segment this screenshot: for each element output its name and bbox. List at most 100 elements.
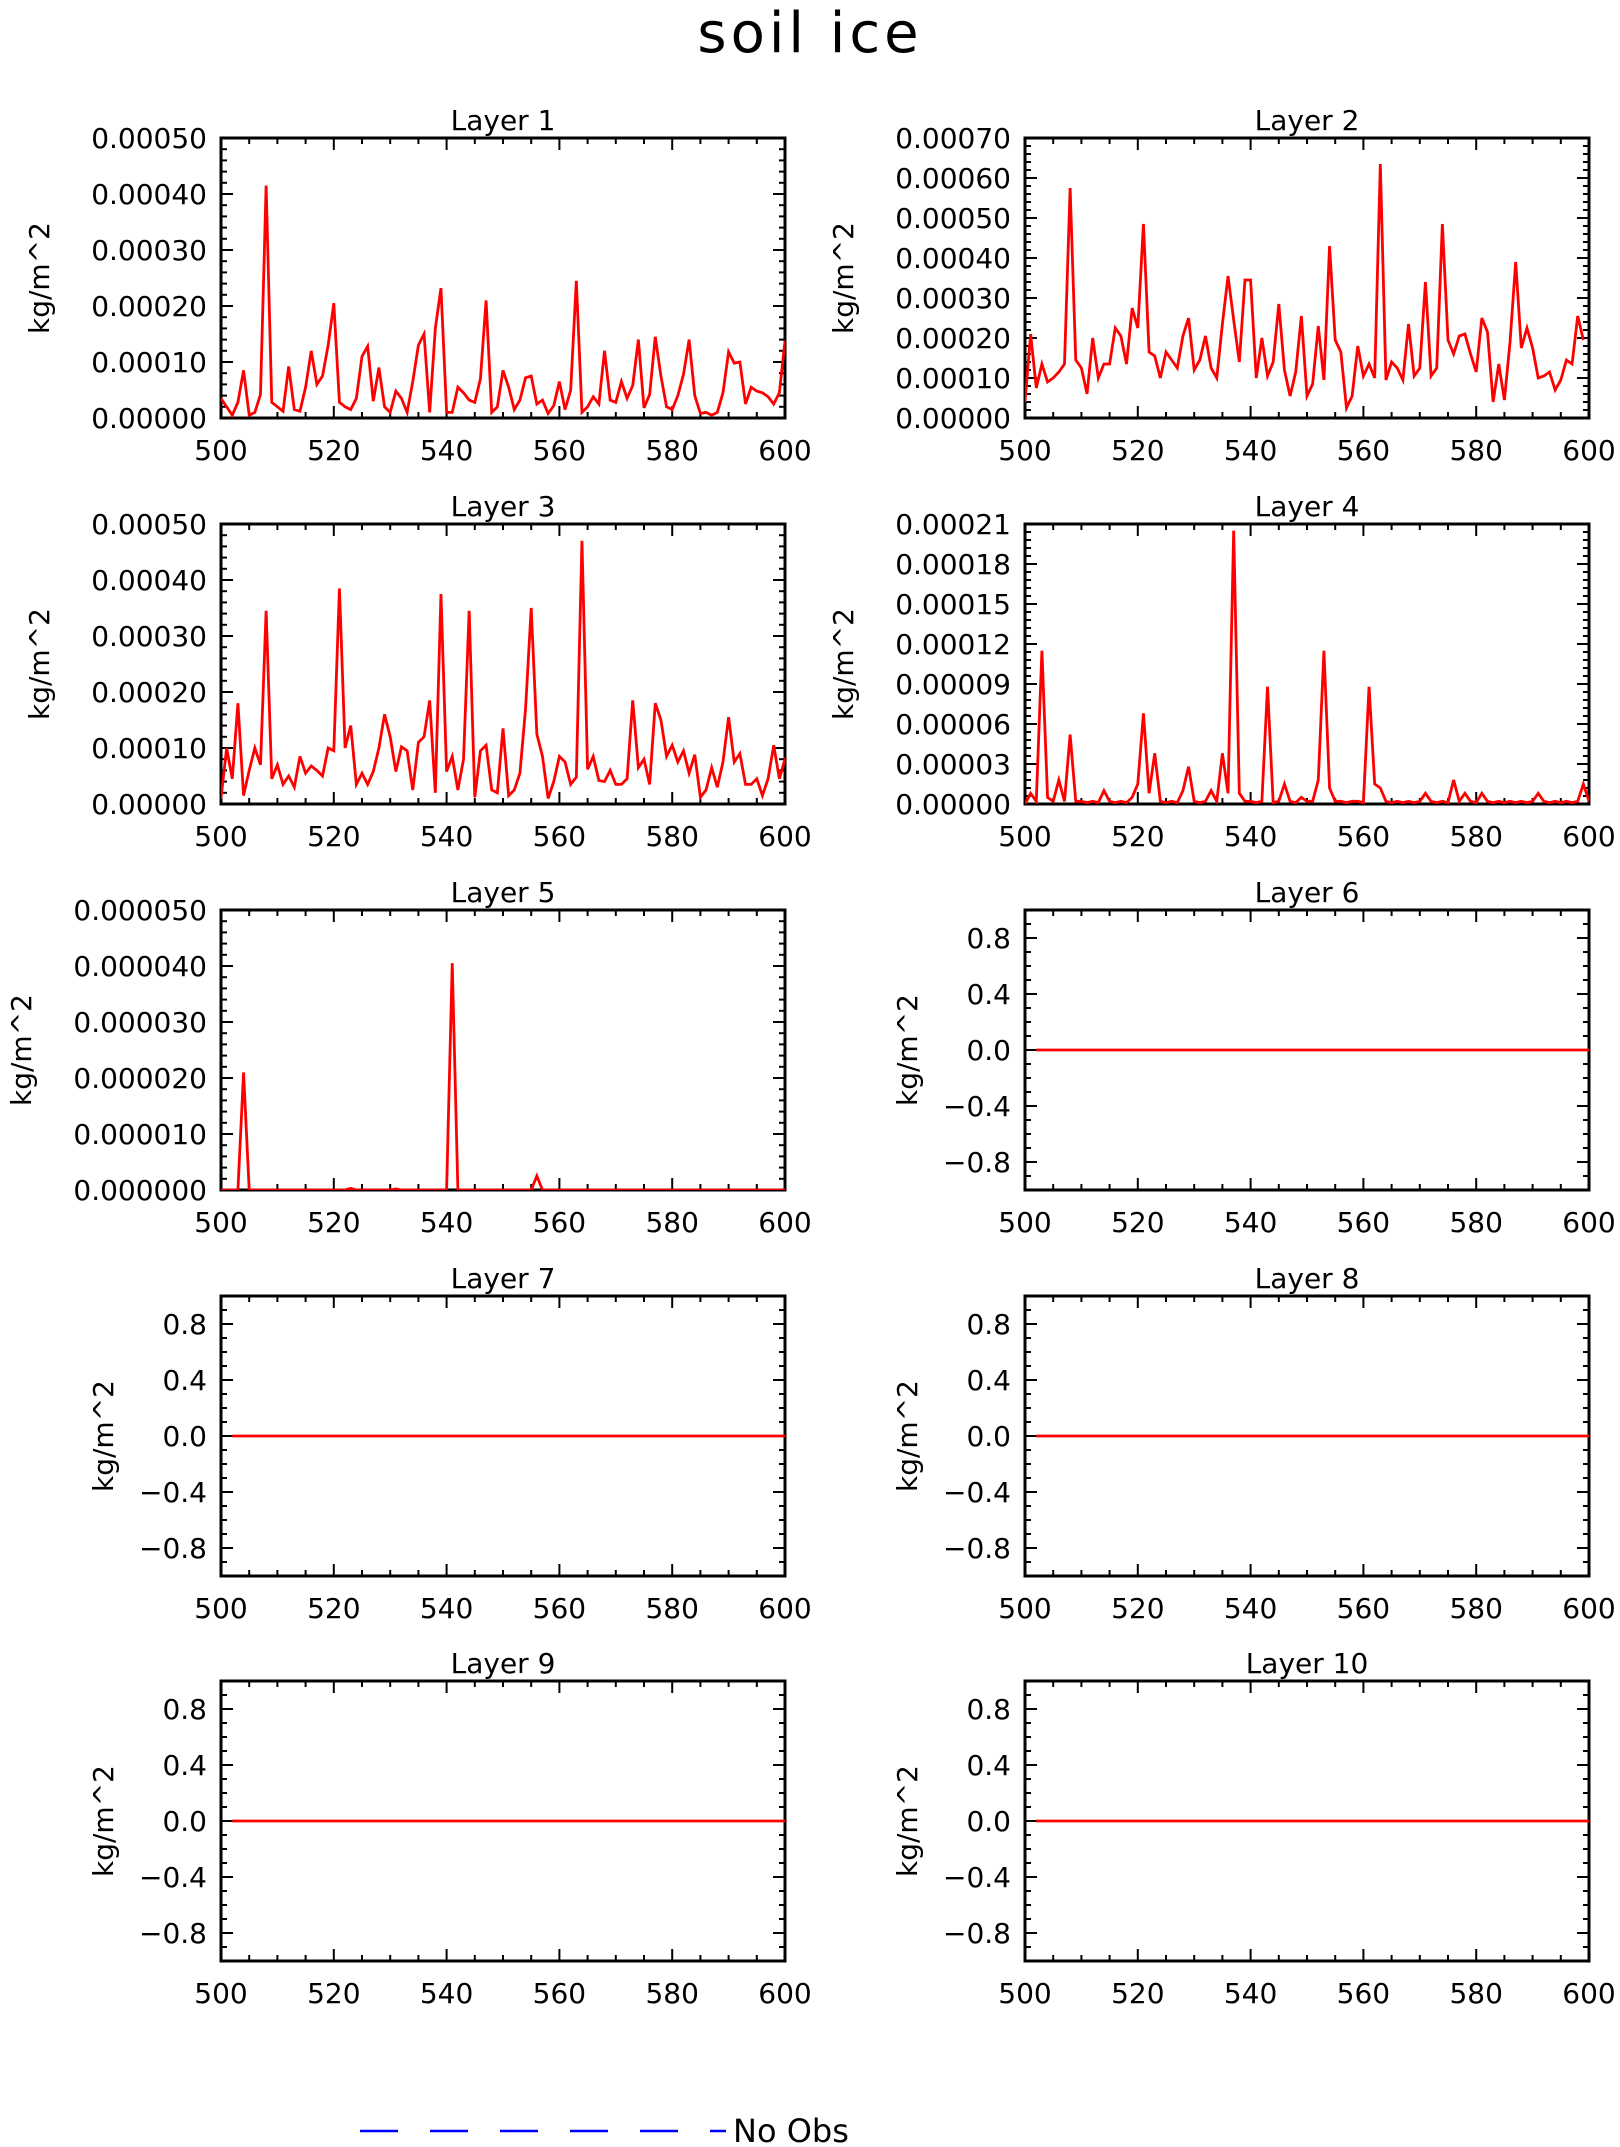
y-tick-label: 0.00050 xyxy=(91,122,207,155)
x-tick-label: 520 xyxy=(307,434,360,467)
legend: No Obs xyxy=(360,2112,849,2147)
x-tick-label: 540 xyxy=(1224,820,1277,853)
x-tick-label: 580 xyxy=(1449,434,1502,467)
chart-panel-layer-7: Layer 7 500 520 540 560 580 600 −0.8 −0.4 0.0 0.4 0… xyxy=(87,1262,812,1625)
soil-ice-series-line xyxy=(1025,163,1585,414)
legend-no-obs-label: No Obs xyxy=(733,2112,849,2147)
x-tick-label: 520 xyxy=(1111,434,1164,467)
y-tick-label: −0.8 xyxy=(139,1532,207,1565)
y-tick-label: −0.4 xyxy=(943,1090,1011,1123)
x-tick-label: 540 xyxy=(1224,1977,1277,2010)
y-axis-label: kg/m^2 xyxy=(87,1380,120,1492)
y-axis-label: kg/m^2 xyxy=(891,994,924,1106)
y-tick-label: 0.000050 xyxy=(73,894,207,927)
plot-frame xyxy=(219,522,787,806)
x-tick-label: 560 xyxy=(533,1977,586,2010)
y-tick-label: 0.00021 xyxy=(895,508,1011,541)
y-tick-label: −0.8 xyxy=(139,1917,207,1950)
y-tick-label: 0.00060 xyxy=(895,162,1011,195)
x-tick-label: 580 xyxy=(645,1592,698,1625)
chart-panel-layer-6: Layer 6 500 520 540 560 580 600 −0.8 −0.4 0.0 0.4 0… xyxy=(891,876,1616,1239)
y-tick-label: −0.8 xyxy=(943,1917,1011,1950)
y-tick-label: 0.00040 xyxy=(895,242,1011,275)
x-tick-label: 580 xyxy=(645,820,698,853)
y-axis-label: kg/m^2 xyxy=(827,222,860,334)
x-tick-label: 500 xyxy=(998,434,1051,467)
panel-title: Layer 10 xyxy=(1246,1647,1369,1680)
y-tick-label: 0.00003 xyxy=(895,748,1011,781)
y-tick-label: 0.4 xyxy=(162,1364,207,1397)
x-tick-label: 600 xyxy=(758,1206,811,1239)
y-tick-label: 0.0 xyxy=(966,1805,1011,1838)
y-tick-label: −0.8 xyxy=(943,1532,1011,1565)
figure-title: soil ice xyxy=(697,1,922,66)
x-tick-label: 600 xyxy=(1562,820,1615,853)
y-tick-label: 0.00006 xyxy=(895,708,1011,741)
y-tick-label: 0.8 xyxy=(966,922,1011,955)
x-tick-label: 580 xyxy=(1449,1977,1502,2010)
y-tick-label: 0.00000 xyxy=(91,788,207,821)
y-tick-label: 0.8 xyxy=(966,1693,1011,1726)
plot-frame xyxy=(1023,522,1591,806)
x-tick-label: 600 xyxy=(758,820,811,853)
x-tick-label: 520 xyxy=(307,1592,360,1625)
x-tick-label: 540 xyxy=(420,434,473,467)
chart-panel-layer-1: Layer 1 500 520 540 560 580 600 0.00000 0.00010 0… xyxy=(23,104,812,467)
x-tick-label: 580 xyxy=(645,1977,698,2010)
x-tick-label: 560 xyxy=(533,1206,586,1239)
panel-title: Layer 5 xyxy=(451,876,556,909)
panels: Layer 1 500 520 540 560 580 600 0.00000 0.00010 0… xyxy=(5,104,1616,2010)
y-tick-label: −0.4 xyxy=(943,1861,1011,1894)
x-tick-label: 560 xyxy=(1337,1592,1390,1625)
y-axis-label: kg/m^2 xyxy=(87,1765,120,1877)
y-tick-label: 0.00040 xyxy=(91,178,207,211)
x-tick-label: 600 xyxy=(1562,1206,1615,1239)
panel-title: Layer 4 xyxy=(1255,490,1360,523)
y-tick-label: 0.00000 xyxy=(895,788,1011,821)
y-tick-label: 0.00040 xyxy=(91,564,207,597)
y-tick-label: 0.8 xyxy=(162,1308,207,1341)
chart-panel-layer-8: Layer 8 500 520 540 560 580 600 −0.8 −0.4 0.0 0.4 0… xyxy=(891,1262,1616,1625)
x-tick-label: 540 xyxy=(1224,1206,1277,1239)
y-tick-label: 0.00030 xyxy=(91,234,207,267)
x-tick-label: 520 xyxy=(1111,1206,1164,1239)
y-tick-label: 0.0 xyxy=(966,1034,1011,1067)
y-tick-label: 0.00000 xyxy=(895,402,1011,435)
x-tick-label: 580 xyxy=(645,1206,698,1239)
plot-frame xyxy=(219,908,787,1192)
chart-panel-layer-3: Layer 3 500 520 540 560 580 600 0.00000 0.00010 0… xyxy=(23,490,812,853)
chart-panel-layer-9: Layer 9 500 520 540 560 580 600 −0.8 −0.4 0.0 0.4 0… xyxy=(87,1647,812,2010)
x-tick-label: 600 xyxy=(758,1592,811,1625)
x-tick-label: 500 xyxy=(998,1592,1051,1625)
plot-frame xyxy=(1023,136,1591,420)
panel-title: Layer 2 xyxy=(1255,104,1360,137)
chart-panel-layer-4: Layer 4 500 520 540 560 580 600 0.00000 0.00003 0… xyxy=(827,490,1616,853)
y-tick-label: 0.8 xyxy=(966,1308,1011,1341)
y-axis-label: kg/m^2 xyxy=(5,994,38,1106)
y-axis-label: kg/m^2 xyxy=(891,1380,924,1492)
x-tick-label: 600 xyxy=(1562,1977,1615,2010)
chart-panel-layer-5: Layer 5 500 520 540 560 580 600 0.000000 0.00001… xyxy=(5,876,812,1239)
y-axis-label: kg/m^2 xyxy=(827,608,860,720)
panel-title: Layer 1 xyxy=(451,104,556,137)
y-tick-label: 0.00070 xyxy=(895,122,1011,155)
y-tick-label: 0.000030 xyxy=(73,1006,207,1039)
x-tick-label: 560 xyxy=(1337,1977,1390,2010)
y-tick-label: 0.00015 xyxy=(895,588,1011,621)
x-tick-label: 500 xyxy=(998,820,1051,853)
y-tick-label: 0.00050 xyxy=(91,508,207,541)
x-tick-label: 600 xyxy=(758,1977,811,2010)
soil-ice-series-line xyxy=(221,185,785,418)
y-tick-label: 0.00020 xyxy=(91,676,207,709)
x-tick-label: 540 xyxy=(1224,434,1277,467)
y-tick-label: 0.00012 xyxy=(895,628,1011,661)
y-tick-label: 0.8 xyxy=(162,1693,207,1726)
y-tick-label: 0.00030 xyxy=(895,282,1011,315)
x-tick-label: 580 xyxy=(1449,1206,1502,1239)
y-tick-label: 0.000000 xyxy=(73,1174,207,1207)
y-tick-label: 0.0 xyxy=(162,1420,207,1453)
y-tick-label: −0.4 xyxy=(943,1476,1011,1509)
y-tick-label: 0.00018 xyxy=(895,548,1011,581)
x-tick-label: 560 xyxy=(1337,820,1390,853)
